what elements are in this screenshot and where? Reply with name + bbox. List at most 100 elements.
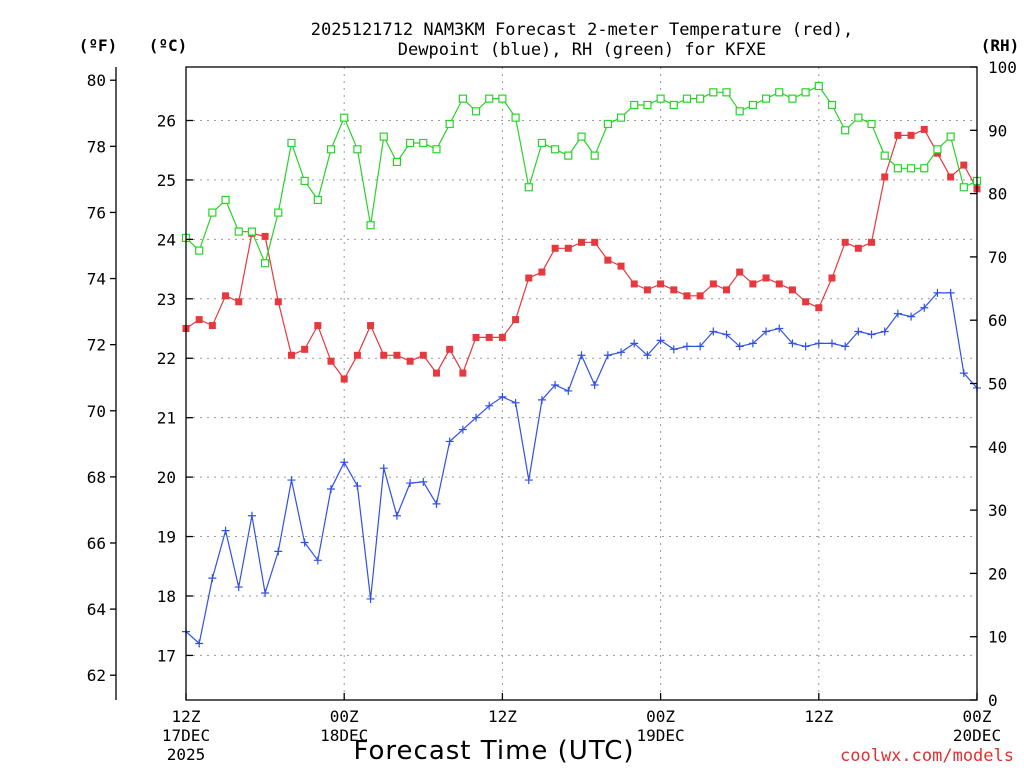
dewpoint-point [195,639,204,648]
rh-point [221,195,230,205]
fahrenheit-tick-label: 72 [87,336,106,355]
temperature-point [854,244,862,252]
temperature-point [512,316,520,324]
rh-point [208,208,217,217]
fahrenheit-tick-label: 78 [87,137,106,156]
temperature-point [459,369,467,377]
rh-point [841,126,850,135]
rh-tick-label: 10 [988,628,1007,647]
temperature-point [301,345,309,353]
rh-point [537,138,547,148]
temperature-point [340,375,348,383]
temperature-point [578,238,585,246]
temperature-point [551,244,559,252]
fahrenheit-tick-label: 64 [87,600,106,619]
dewpoint-point [287,476,296,485]
x-tick-label-date: 18DEC [320,726,368,745]
rh-point [630,100,639,110]
rh-point [353,145,362,154]
dewpoint-point [920,303,929,312]
dewpoint-point [827,339,836,348]
temperature-point [380,351,388,359]
axes [110,66,978,701]
dewpoint-point [392,511,401,520]
x-tick-label-time: 00Z [646,707,675,726]
celsius-tick-label: 24 [157,230,176,249]
dewpoint-point [498,392,507,401]
rh-point [195,246,204,255]
rh-tick-label: 60 [988,311,1007,330]
temperature-point [670,286,678,294]
temperature-point [630,280,638,288]
rh-point [696,94,705,103]
dewpoint-point [709,327,718,336]
fahrenheit-tick-label: 66 [87,534,106,553]
temperature-point [472,333,480,341]
celsius-tick-label: 18 [157,587,176,606]
x-tick-label-time: 00Z [963,707,992,726]
rh-point [392,157,402,167]
temperature-point [683,292,691,300]
rh-point [326,145,336,154]
dewpoint-point [234,583,243,592]
rh-point [643,100,652,110]
celsius-tick-label: 25 [157,171,176,190]
temperature-point [960,161,968,169]
dewpoint-point [366,594,375,603]
dewpoint-point [208,574,217,583]
dewpoint-point [788,339,797,348]
dewpoint-point [564,386,573,395]
temperature-point [274,298,282,306]
dewpoint-point [656,336,665,345]
rh-point [959,183,968,192]
rh-point [511,113,520,122]
temperature-point [775,280,783,288]
dewpoint-point [524,476,533,485]
rh-point [471,107,481,116]
rh-tick-label: 20 [988,564,1007,583]
rh-point [867,119,876,129]
temperature-point [907,131,915,139]
dewpoint-point [590,380,599,389]
temperature-point [591,238,599,246]
rh-tick-label: 100 [988,58,1017,77]
rh-tick-label: 30 [988,501,1007,520]
temperature-point [749,280,757,288]
temperature-point [920,125,928,133]
fahrenheit-tick-label: 74 [87,270,106,289]
temperature-point [314,322,322,330]
dewpoint-point [300,538,309,547]
rh-point [775,88,784,97]
dewpoint-point [748,339,757,348]
temperature-point [235,298,243,306]
dewpoint-point [445,437,454,446]
celsius-unit-label: (ºC) [149,36,188,55]
dewpoint-point [933,288,942,297]
temperature-point [564,244,572,252]
rh-point [761,94,771,103]
dewpoint-point [379,464,388,473]
rh-point [669,100,678,110]
celsius-tick-label: 26 [157,111,176,130]
temperature-point [195,316,203,324]
fahrenheit-unit-label: (ºF) [79,36,118,55]
rh-point [498,94,507,103]
rh-point [814,81,823,91]
temperature-point [723,286,731,294]
rh-point [788,94,797,103]
dewpoint-point [340,458,349,467]
temperature-point [947,173,955,181]
rh-point [801,88,810,97]
dewpoint-point [617,348,626,357]
temperature-point [419,351,427,359]
rh-point [880,151,889,160]
dewpoint-point [959,369,968,378]
rh-point [458,94,467,103]
dewpoint-point [603,351,612,360]
dewpoint-point [247,511,256,520]
dewpoint-point [722,330,731,339]
credit-label: coolwx.com/models [840,746,1014,766]
rh-point [419,138,428,148]
